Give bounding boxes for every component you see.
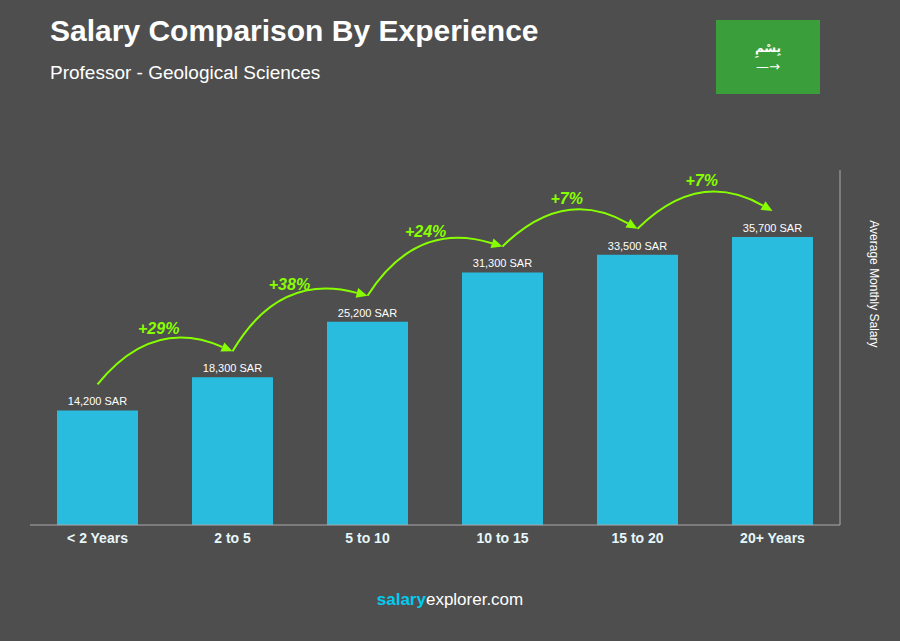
svg-text:10 to 15: 10 to 15 bbox=[476, 530, 528, 546]
html-text:Salary Comparison By Experienc: Salary Comparison By Experience bbox=[50, 14, 539, 47]
svg-text:+29%: +29% bbox=[138, 320, 179, 337]
html-text:بِسْمِ: بِسْمِ bbox=[754, 40, 782, 55]
svg-text:+38%: +38% bbox=[269, 276, 310, 293]
svg-text:15 to 20: 15 to 20 bbox=[611, 530, 663, 546]
svg-text:2 to 5: 2 to 5 bbox=[214, 530, 251, 546]
svg-text:33,500 SAR: 33,500 SAR bbox=[608, 240, 667, 252]
svg-text:5 to 10: 5 to 10 bbox=[345, 530, 390, 546]
svg-text:35,700 SAR: 35,700 SAR bbox=[743, 222, 802, 234]
svg-text:< 2 Years: < 2 Years bbox=[67, 530, 128, 546]
svg-text:+7%: +7% bbox=[550, 190, 582, 207]
svg-text:18,300 SAR: 18,300 SAR bbox=[203, 362, 262, 374]
svg-text:+24%: +24% bbox=[405, 223, 446, 240]
svg-text:+7%: +7% bbox=[685, 172, 717, 189]
html-text:Professor - Geological Science: Professor - Geological Sciences bbox=[50, 62, 321, 83]
svg-text:20+ Years: 20+ Years bbox=[740, 530, 805, 546]
html-text:salary explorer.com: salary explorer.com bbox=[376, 590, 524, 609]
svg-text:14,200 SAR: 14,200 SAR bbox=[68, 395, 127, 407]
svg-text:31,300 SAR: 31,300 SAR bbox=[473, 257, 532, 269]
svg-text:25,200 SAR: 25,200 SAR bbox=[338, 307, 397, 319]
svg-text:Average Monthly Salary: Average Monthly Salary bbox=[867, 220, 881, 347]
